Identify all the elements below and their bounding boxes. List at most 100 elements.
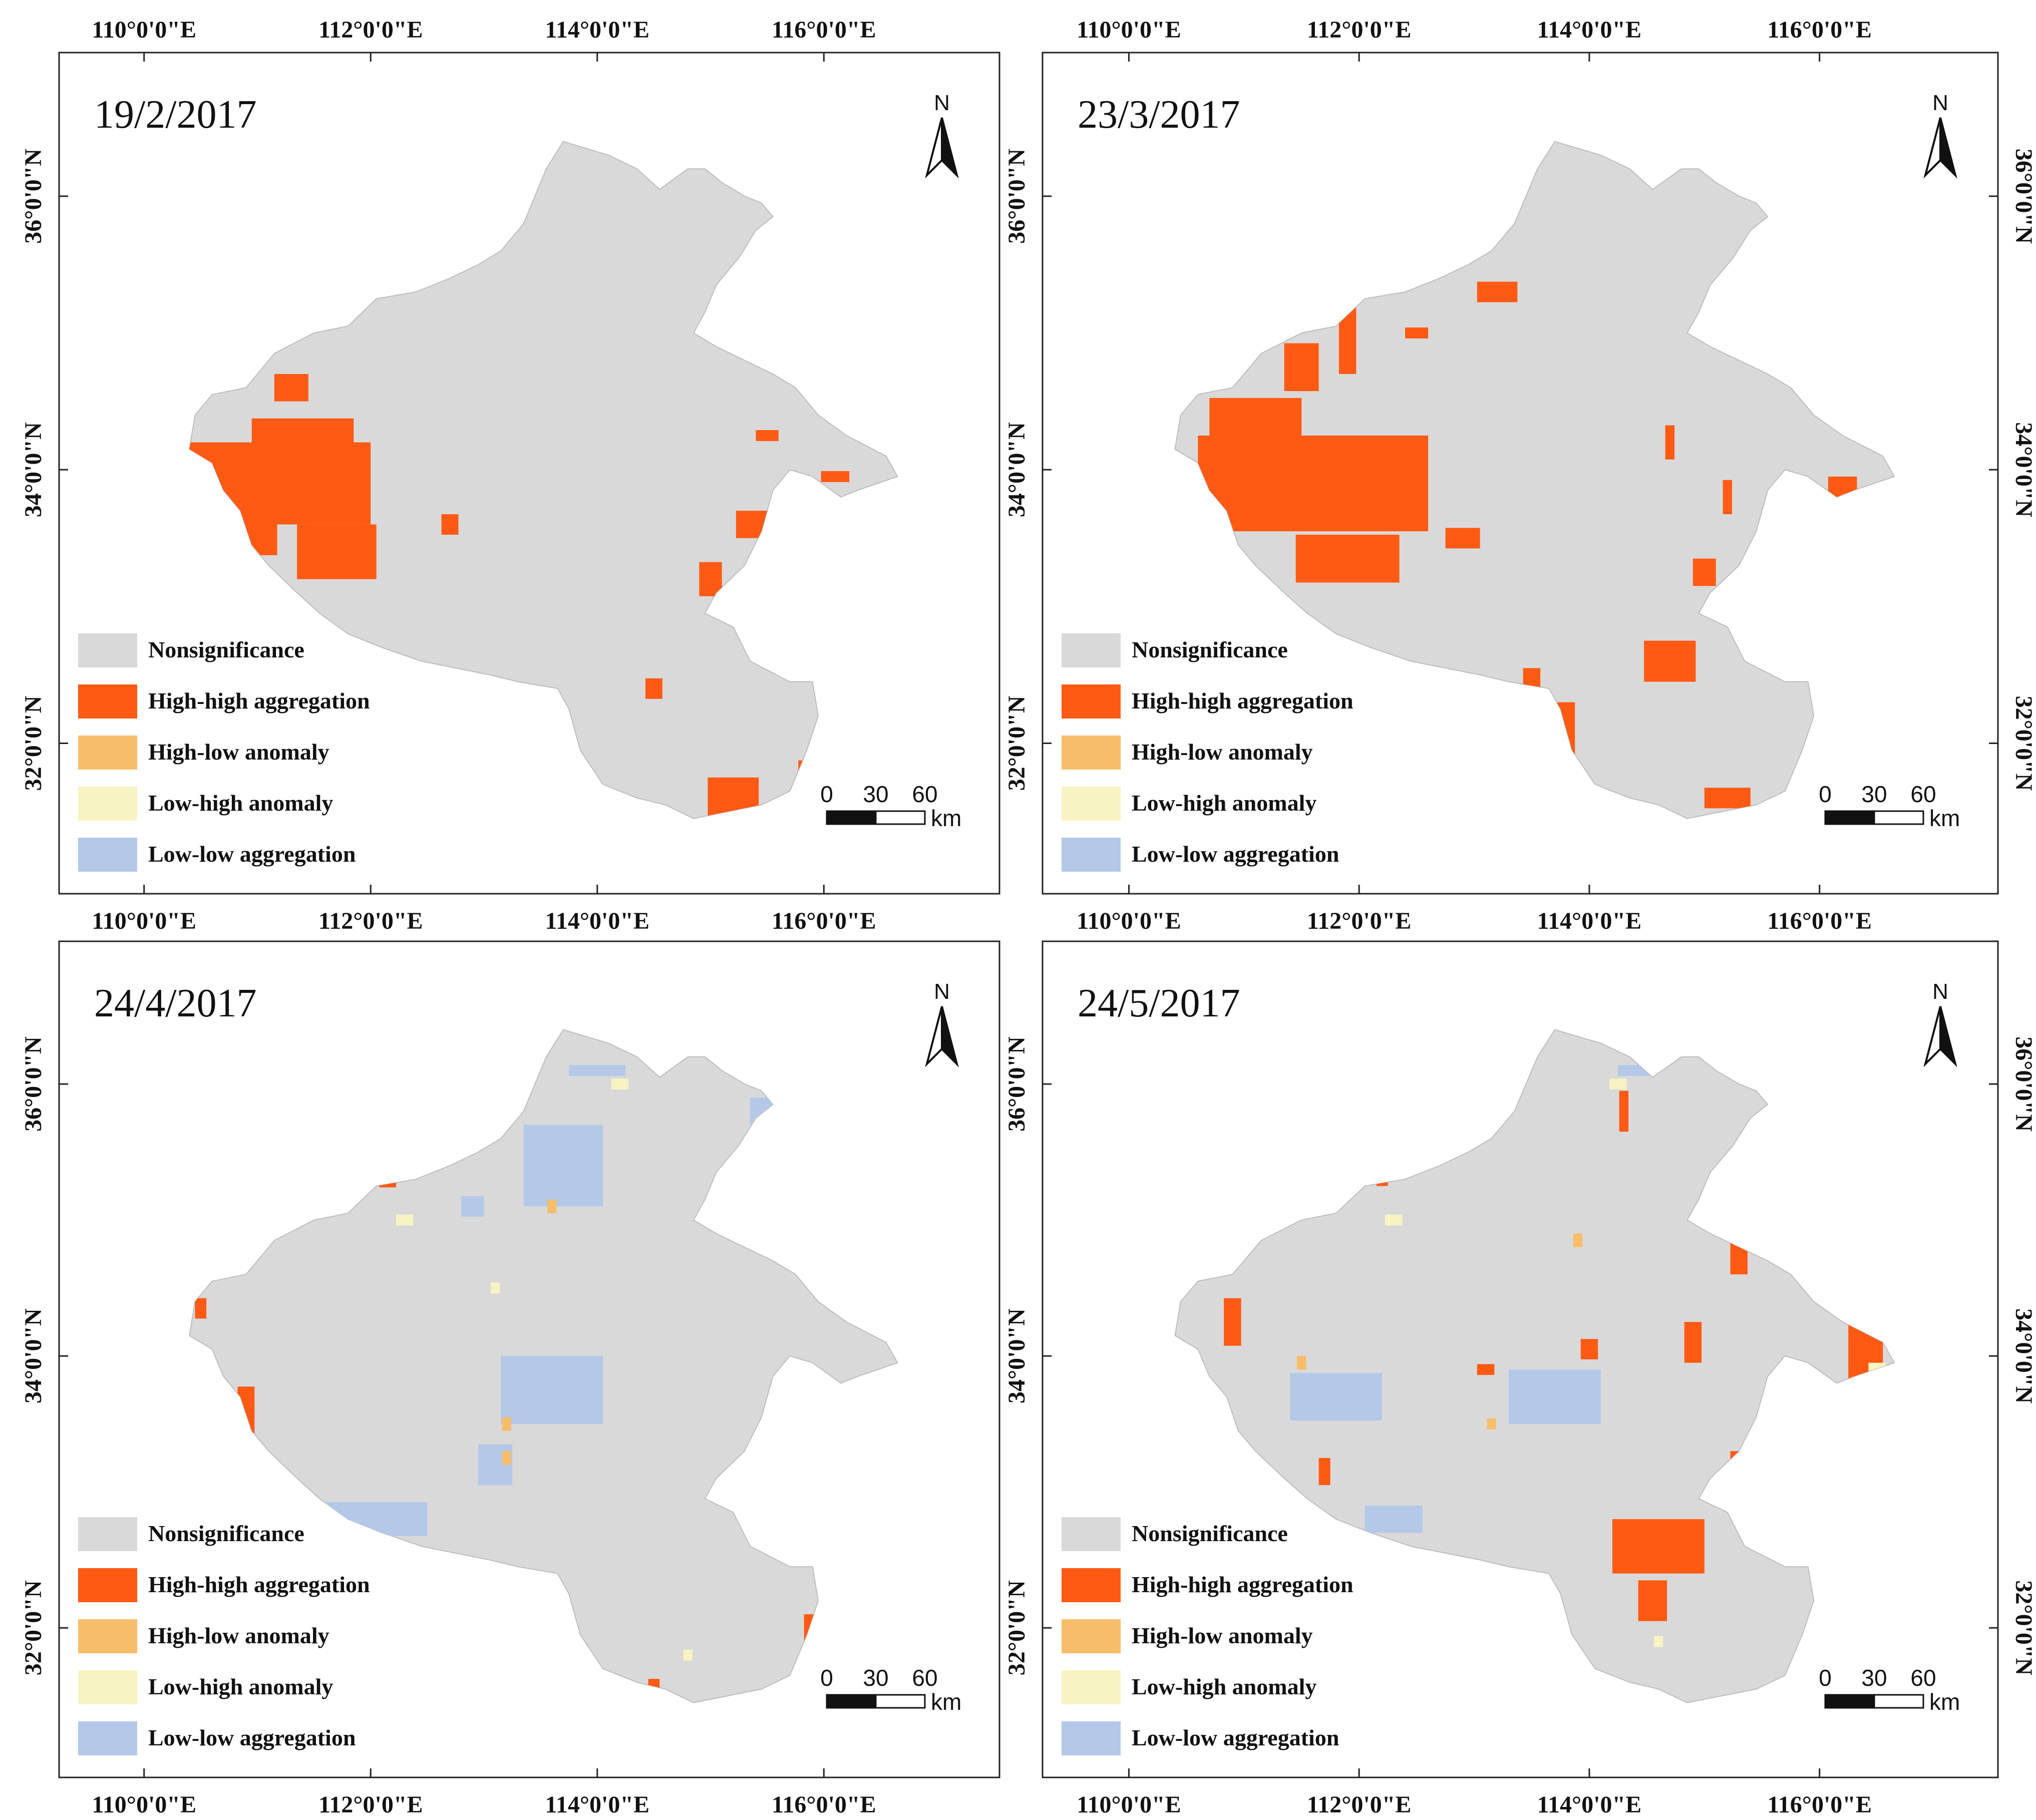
legend-swatch: [1062, 1619, 1121, 1653]
panel-date: 24/4/2017: [94, 981, 256, 1025]
north-arrow: N: [1923, 979, 1957, 1067]
cluster-cell: [1477, 1364, 1495, 1375]
longitude-label: 114°0'0"E: [1537, 1791, 1642, 1817]
north-arrow-icon: [941, 117, 959, 179]
cluster-cell: [1297, 1356, 1306, 1370]
cluster-cell: [195, 1298, 207, 1319]
cluster-cell: [1609, 1078, 1627, 1089]
longitude-label: 112°0'0"E: [1307, 17, 1412, 43]
legend: Nonsignificance High-high aggregation High…: [1062, 1517, 1353, 1755]
latitude-label: 36°0'0"N: [2010, 1036, 2036, 1132]
scale-tick-label: 30: [863, 781, 888, 807]
legend-swatch: [78, 1670, 137, 1704]
cluster-cell: [491, 1282, 500, 1294]
longitude-label: 114°0'0"E: [545, 908, 649, 934]
longitude-label: 114°0'0"E: [545, 17, 649, 43]
cluster-cell: [1318, 1458, 1330, 1486]
legend-swatch: [78, 1619, 137, 1653]
cluster-cell: [821, 471, 850, 482]
cluster-cell: [1445, 528, 1480, 549]
cluster-cell: [1619, 1090, 1629, 1132]
scale-tick-label: 60: [912, 781, 937, 807]
longitude-label: 110°0'0"E: [92, 908, 196, 934]
latitude-label: 34°0'0"N: [1003, 1308, 1030, 1403]
cluster-cell: [1295, 534, 1400, 583]
latitude-label: 32°0'0"N: [20, 1580, 47, 1675]
scale-unit: km: [1929, 805, 1960, 831]
cluster-cell: [1580, 1339, 1598, 1359]
longitude-label: 116°0'0"E: [1767, 1791, 1872, 1817]
scale-tick-label: 30: [1861, 1665, 1887, 1691]
cluster-cell: [1224, 1298, 1241, 1346]
legend-swatch: [1062, 838, 1121, 872]
cluster-cell: [1284, 343, 1319, 392]
legend-label: High-low anomaly: [148, 1623, 329, 1648]
longitude-label: 116°0'0"E: [772, 17, 876, 43]
panel-date: 19/2/2017: [94, 93, 256, 137]
scale-segment: [1824, 1694, 1875, 1709]
legend-label: Low-high anomaly: [148, 1674, 333, 1699]
cluster-cell: [645, 678, 662, 699]
legend-label: Nonsignificance: [1132, 1521, 1288, 1546]
legend-swatch: [1062, 1670, 1121, 1704]
cluster-cell: [1723, 480, 1732, 514]
legend-swatch: [78, 633, 137, 667]
cluster-cell: [1684, 1322, 1702, 1363]
legend-label: Low-low aggregation: [148, 1725, 356, 1750]
legend-label: High-high aggregation: [1132, 1572, 1353, 1597]
north-arrow-icon: [1939, 117, 1957, 179]
north-arrow-icon: [941, 1006, 959, 1067]
latitude-label: 36°0'0"N: [20, 149, 47, 244]
cluster-cell: [699, 562, 722, 596]
cluster-cell: [1385, 1214, 1403, 1226]
panel-date: 24/5/2017: [1078, 981, 1240, 1025]
latitude-label: 32°0'0"N: [1003, 695, 1030, 791]
legend-swatch: [1062, 684, 1121, 718]
scale-segment: [826, 810, 877, 825]
scale-unit: km: [931, 1689, 961, 1715]
scale-tick-label: 0: [1819, 781, 1832, 807]
cluster-cell: [523, 1125, 603, 1207]
scale-tick-label: 60: [1910, 781, 1936, 807]
cluster-cell: [1477, 281, 1518, 302]
legend-swatch: [1062, 633, 1121, 667]
scale-tick-label: 60: [1910, 1665, 1936, 1691]
latitude-label: 36°0'0"N: [1003, 149, 1030, 244]
legend-swatch: [1062, 787, 1121, 821]
latitude-label: 34°0'0"N: [1003, 422, 1030, 517]
cluster-cell: [547, 1199, 557, 1214]
legend-label: Low-high anomaly: [1132, 790, 1316, 816]
cluster-cell: [1612, 1519, 1705, 1574]
cluster-cell: [1665, 425, 1674, 460]
legend-swatch: [1062, 736, 1121, 770]
scale-segment: [1873, 810, 1924, 825]
latitude-label: 32°0'0"N: [1003, 1580, 1030, 1675]
latitude-label: 34°0'0"N: [20, 1308, 47, 1403]
map-panel: 24/5/2017 110°0'0"E 112°0'0"E 114°0'0"E 116°…: [1003, 940, 2036, 1818]
longitude-label: 112°0'0"E: [318, 908, 423, 934]
longitude-label: 116°0'0"E: [772, 1791, 876, 1817]
longitude-label: 110°0'0"E: [92, 17, 196, 43]
longitude-label: 110°0'0"E: [92, 1791, 196, 1817]
longitude-label: 110°0'0"E: [1077, 17, 1181, 43]
cluster-cell: [683, 1649, 693, 1661]
latitude-label: 32°0'0"N: [2010, 1580, 2036, 1675]
latitude-label: 32°0'0"N: [2010, 696, 2036, 791]
legend-label: High-high aggregation: [148, 688, 370, 713]
longitude-label: 112°0'0"E: [318, 17, 423, 43]
cluster-cell: [1405, 327, 1429, 338]
longitude-label: 114°0'0"E: [1537, 908, 1642, 934]
scale-tick-label: 60: [912, 1665, 937, 1691]
longitude-label: 116°0'0"E: [772, 908, 876, 934]
legend-swatch: [1062, 1721, 1121, 1755]
cluster-cell: [274, 374, 308, 402]
panel-date: 23/3/2017: [1078, 93, 1240, 137]
longitude-label: 112°0'0"E: [318, 1791, 423, 1817]
legend-label: Low-low aggregation: [1132, 1725, 1339, 1750]
legend-label: High-low anomaly: [148, 739, 329, 765]
scale-unit: km: [931, 805, 961, 831]
longitude-label: 114°0'0"E: [545, 1791, 649, 1817]
latitude-label: 32°0'0"N: [20, 695, 47, 791]
